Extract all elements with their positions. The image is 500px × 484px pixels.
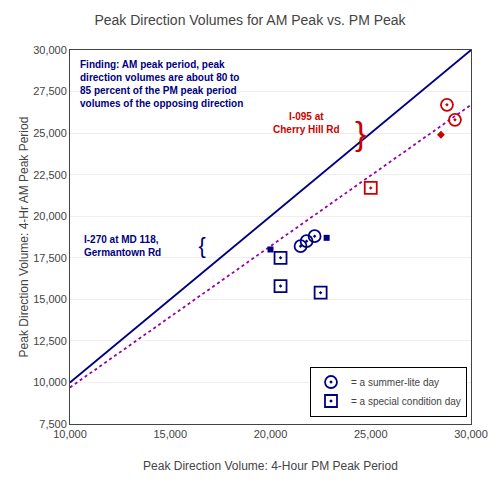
svg-text:15,000: 15,000: [33, 293, 67, 305]
svg-text:20,000: 20,000: [254, 428, 288, 440]
svg-text:25,000: 25,000: [354, 428, 388, 440]
svg-text:30,000: 30,000: [454, 428, 488, 440]
svg-text:7,500: 7,500: [39, 418, 67, 430]
svg-text:Peak Direction Volumes for AM: Peak Direction Volumes for AM Peak vs. P…: [94, 12, 406, 28]
svg-text:27,500: 27,500: [33, 85, 67, 97]
svg-text:I-270 at MD 118,Germantown Rd: I-270 at MD 118,Germantown Rd: [84, 234, 161, 258]
svg-text:12,500: 12,500: [33, 335, 67, 347]
svg-text:= a summer-lite day: = a summer-lite day: [351, 377, 439, 388]
svg-text:25,000: 25,000: [33, 127, 67, 139]
svg-text:17,500: 17,500: [33, 252, 67, 264]
svg-text:Finding: AM peak period, peakd: Finding: AM peak period, peakdirection v…: [80, 59, 243, 109]
svg-text:= a special condition day: = a special condition day: [351, 396, 461, 407]
svg-text:Peak Direction Volume: 4-Hour: Peak Direction Volume: 4-Hour PM Peak Pe…: [143, 459, 398, 473]
svg-text:}: }: [355, 114, 366, 152]
svg-text:Peak Direction Volume: 4-Hr AM: Peak Direction Volume: 4-Hr AM Peak Peri…: [17, 117, 31, 358]
svg-text:}: }: [198, 237, 205, 262]
svg-text:20,000: 20,000: [33, 210, 67, 222]
svg-text:15,000: 15,000: [153, 428, 187, 440]
svg-text:22,500: 22,500: [33, 169, 67, 181]
svg-text:10,000: 10,000: [53, 428, 87, 440]
svg-text:I-095 atCherry Hill Rd: I-095 atCherry Hill Rd: [273, 111, 340, 135]
svg-text:10,000: 10,000: [33, 376, 67, 388]
svg-text:30,000: 30,000: [33, 44, 67, 56]
